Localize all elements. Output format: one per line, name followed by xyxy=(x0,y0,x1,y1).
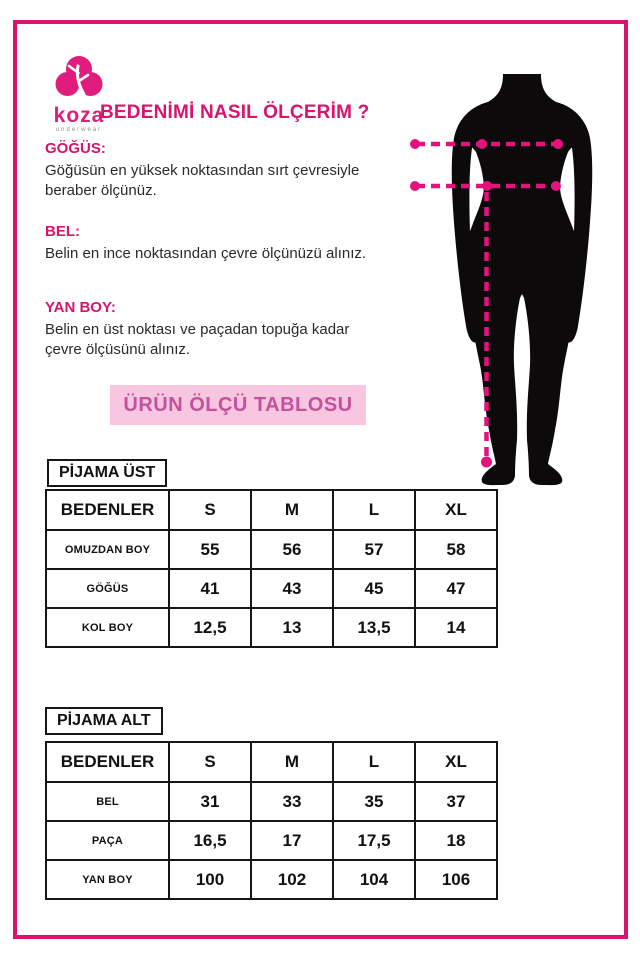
cell-value: 56 xyxy=(250,529,334,570)
cell-value: 13,5 xyxy=(332,607,416,648)
cell-value: 100 xyxy=(168,859,252,900)
page-frame xyxy=(13,20,628,939)
column-header: L xyxy=(332,741,416,783)
cell-value: 41 xyxy=(168,568,252,609)
section-heading: YAN BOY: xyxy=(45,299,116,316)
table-label-pijama-alt: PİJAMA ALT xyxy=(45,707,163,735)
table-row: PAÇA 16,5 17 17,5 18 xyxy=(45,820,498,861)
section-text: Belin en üst noktası ve paçadan topuğa k… xyxy=(45,321,350,358)
body-left-arm xyxy=(451,102,488,343)
section-text: Göğüsün en yüksek noktasından sırt çevre… xyxy=(45,162,360,199)
cell-value: 13 xyxy=(250,607,334,648)
row-label: OMUZDAN BOY xyxy=(45,529,170,570)
column-header: S xyxy=(168,489,252,531)
size-table-pijama-alt: BEDENLER S M L XL BEL 31 33 35 37 PAÇA 1… xyxy=(45,741,498,900)
column-header: XL xyxy=(414,489,498,531)
column-header: S xyxy=(168,741,252,783)
body-silhouette-figure xyxy=(410,50,620,490)
table-row: OMUZDAN BOY 55 56 57 58 xyxy=(45,529,498,570)
waist-measure-line xyxy=(410,181,561,191)
body-right-arm xyxy=(556,102,593,343)
measure-section-bel: BEL: Belin en ince noktasından çevre ölç… xyxy=(45,223,405,264)
row-label: KOL BOY xyxy=(45,607,170,648)
cell-value: 17,5 xyxy=(332,820,416,861)
cell-value: 16,5 xyxy=(168,820,252,861)
koza-logo-icon xyxy=(55,56,103,96)
cell-value: 106 xyxy=(414,859,498,900)
row-label: BEL xyxy=(45,781,170,822)
table-label-pijama-ust: PİJAMA ÜST xyxy=(47,459,168,487)
cell-value: 14 xyxy=(414,607,498,648)
brand-subtitle: underwear xyxy=(55,127,103,133)
table-row: YAN BOY 100 102 104 106 xyxy=(45,859,498,900)
brand-name: koza xyxy=(53,104,105,127)
cell-value: 33 xyxy=(250,781,334,822)
cell-value: 18 xyxy=(414,820,498,861)
table-header-row: BEDENLER S M L XL xyxy=(45,489,498,531)
section-heading: BEL: xyxy=(45,223,80,240)
measure-section-gogus: GÖĞÜS: Göğüsün en yüksek noktasından sır… xyxy=(45,140,405,200)
cell-value: 102 xyxy=(250,859,334,900)
page-title: BEDENİMİ NASIL ÖLÇERİM ? xyxy=(100,102,370,123)
cell-value: 104 xyxy=(332,859,416,900)
section-text: Belin en ince noktasından çevre ölçünüzü… xyxy=(45,245,367,262)
column-header: BEDENLER xyxy=(45,741,170,783)
cell-value: 57 xyxy=(332,529,416,570)
row-label: YAN BOY xyxy=(45,859,170,900)
column-header: M xyxy=(250,489,334,531)
cell-value: 37 xyxy=(414,781,498,822)
column-header: L xyxy=(332,489,416,531)
size-table-pijama-ust: BEDENLER S M L XL OMUZDAN BOY 55 56 57 5… xyxy=(45,489,498,648)
table-row: KOL BOY 12,5 13 13,5 14 xyxy=(45,607,498,648)
body-silhouette xyxy=(461,74,583,486)
measure-section-yanboy: YAN BOY: Belin en üst noktası ve paçadan… xyxy=(45,299,405,359)
row-label: GÖĞÜS xyxy=(45,568,170,609)
cell-value: 43 xyxy=(250,568,334,609)
column-header: BEDENLER xyxy=(45,489,170,531)
cell-value: 35 xyxy=(332,781,416,822)
cell-value: 55 xyxy=(168,529,252,570)
table-row: BEL 31 33 35 37 xyxy=(45,781,498,822)
side-length-measure-line xyxy=(481,192,492,468)
cell-value: 12,5 xyxy=(168,607,252,648)
cell-value: 17 xyxy=(250,820,334,861)
cell-value: 31 xyxy=(168,781,252,822)
cell-value: 45 xyxy=(332,568,416,609)
size-table-banner: ÜRÜN ÖLÇÜ TABLOSU xyxy=(110,385,366,425)
cell-value: 47 xyxy=(414,568,498,609)
table-row: GÖĞÜS 41 43 45 47 xyxy=(45,568,498,609)
chest-measure-line xyxy=(410,139,563,149)
column-header: XL xyxy=(414,741,498,783)
row-label: PAÇA xyxy=(45,820,170,861)
cell-value: 58 xyxy=(414,529,498,570)
brand-logo: koza underwear xyxy=(44,55,114,133)
section-heading: GÖĞÜS: xyxy=(45,140,106,157)
column-header: M xyxy=(250,741,334,783)
table-header-row: BEDENLER S M L XL xyxy=(45,741,498,783)
